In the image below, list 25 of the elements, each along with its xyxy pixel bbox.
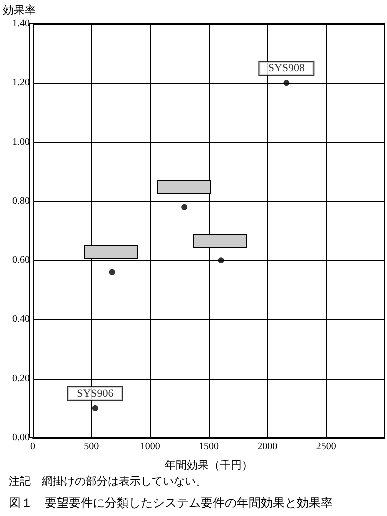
point [218,258,224,264]
text: 注記 網掛けの部分は表示していない。 [9,475,207,488]
annotation: SYS906 [77,388,114,400]
y-tick-label: 1.40 [12,18,30,30]
x-tick-label: 1500 [199,442,219,452]
x-tick-label: 500 [84,442,100,452]
point [182,204,188,210]
x-axis-title: 年間効果（千円） [165,459,253,472]
annotation: SYS908 [268,62,306,75]
y-tick-label: 0.80 [12,196,30,207]
x-tick-label: 2000 [258,442,278,452]
y-tick-label: 1.20 [12,78,30,89]
y-tick-label: 0.20 [12,373,30,384]
point [92,405,98,412]
x-tick-label: 1000 [140,442,160,452]
x-tick-label: 0 [30,442,36,452]
point [284,80,290,86]
y-tick-label: 1.00 [12,136,30,148]
y-tick-label: 0.40 [12,314,30,326]
x-tick-label: 2500 [316,442,336,452]
y-tick-label: 0.00 [12,432,30,444]
y-tick-label: 0.60 [12,255,30,266]
point [109,269,116,276]
text: 図１ 要望要件に分類したシステム要件の年間効果と効果率 [9,496,333,510]
y-axis-title: 効果率 [3,4,36,17]
